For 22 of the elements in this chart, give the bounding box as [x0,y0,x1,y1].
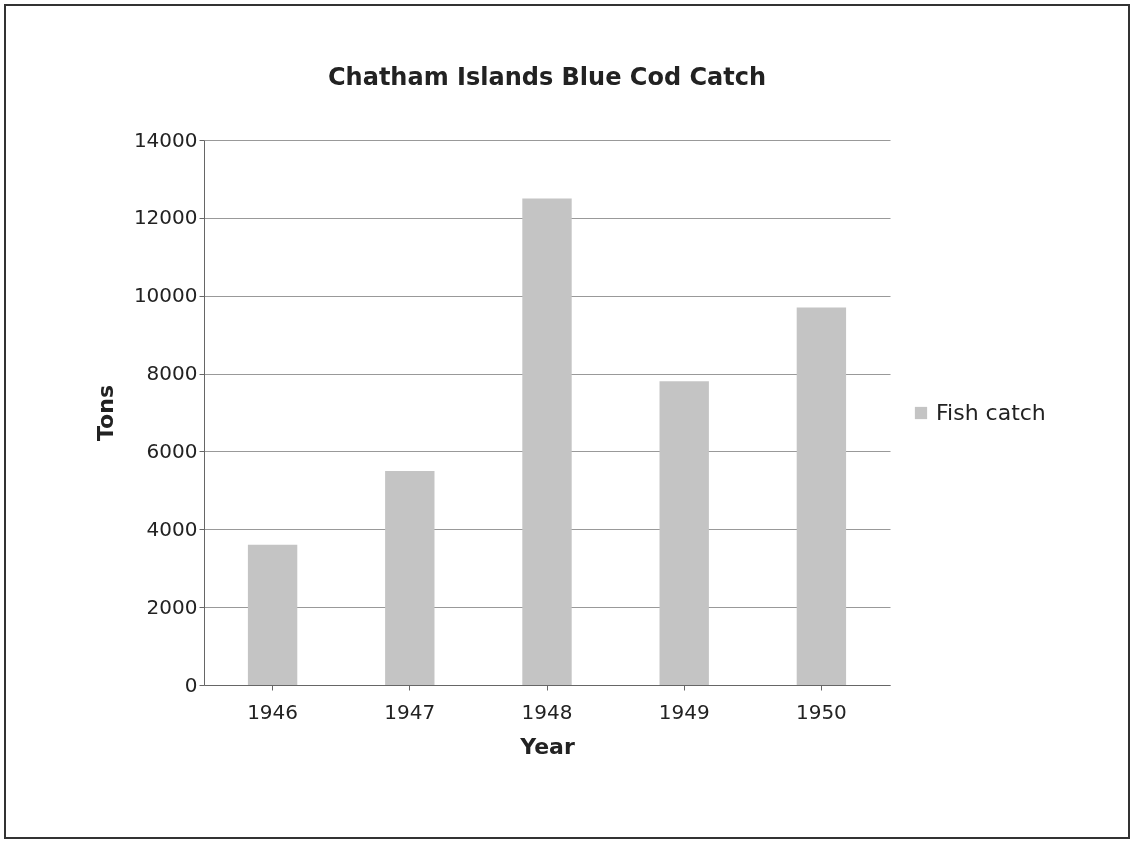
x-tick-label: 1950 [795,699,847,724]
y-tick-label: 10000 [133,283,198,308]
y-axis-title: Tons [92,385,118,441]
y-tick-label: 4000 [146,516,198,541]
y-tick-label: 6000 [146,438,198,463]
x-tick-label: 1946 [247,699,299,724]
y-tick-label: 8000 [146,361,198,386]
x-tick-label: 1947 [384,699,436,724]
x-axis-title: Year [519,733,575,759]
x-tick-label: 1948 [521,699,573,724]
bar [659,381,709,685]
legend-label: Fish catch [936,400,1046,425]
y-tick-label: 2000 [146,594,198,619]
bar [522,198,572,685]
y-tick-label: 12000 [133,205,198,230]
chart-title: Chatham Islands Blue Cod Catch [327,63,767,91]
x-tick-label: 1949 [658,699,710,724]
y-tick-label: 0 [184,672,198,697]
y-tick-label: 14000 [133,127,198,152]
bar [385,470,435,685]
bar [247,544,298,685]
bar [796,307,847,685]
